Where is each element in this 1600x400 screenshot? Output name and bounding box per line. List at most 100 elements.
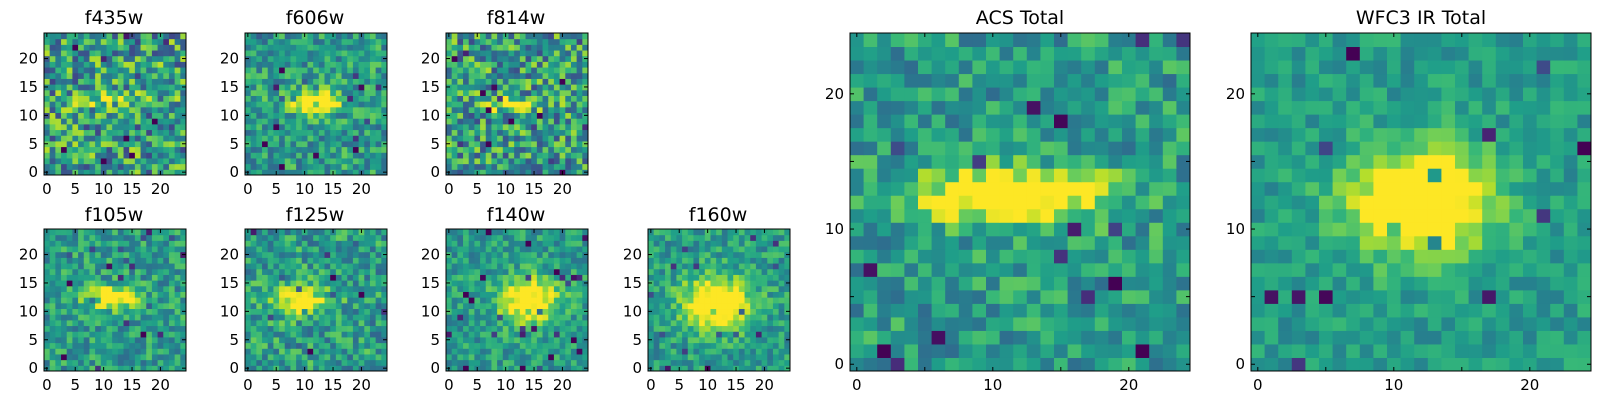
heatmap-cell: [570, 55, 578, 62]
heatmap-cell: [341, 129, 348, 136]
heatmap-cell: [514, 38, 521, 45]
heatmap-cell: [66, 50, 73, 57]
heatmap-cell: [369, 251, 377, 258]
heatmap-cell: [134, 123, 142, 131]
heatmap-cell: [542, 78, 549, 85]
heatmap-cell: [290, 365, 297, 372]
heatmap-cell: [100, 146, 107, 153]
heatmap-cell: [559, 140, 566, 148]
heatmap-cell: [877, 343, 892, 358]
heatmap-cell: [72, 240, 79, 247]
heatmap-cell: [89, 229, 96, 236]
heatmap-cell: [704, 308, 711, 315]
heatmap-cell: [250, 331, 257, 338]
heatmap-cell: [553, 263, 561, 270]
heatmap-cell: [267, 135, 274, 142]
heatmap-cell: [945, 343, 960, 358]
heatmap-cell: [89, 118, 96, 125]
heatmap-cell: [850, 249, 865, 264]
heatmap-cell: [151, 263, 159, 270]
heatmap-cell: [89, 285, 96, 292]
heatmap-cell: [1108, 208, 1123, 223]
heatmap-cell: [112, 291, 119, 298]
heatmap-cell: [89, 274, 96, 281]
heatmap-cell: [508, 163, 515, 170]
heatmap-cell: [704, 234, 711, 241]
heatmap-cell: [542, 297, 549, 304]
heatmap-cell: [676, 246, 683, 253]
heatmap-cell: [497, 89, 504, 96]
heatmap-cell: [267, 112, 274, 119]
heatmap-cell: [576, 95, 583, 102]
heatmap-cell: [570, 302, 578, 310]
heatmap-cell: [542, 268, 549, 275]
heatmap-cell: [279, 336, 286, 344]
heatmap-cell: [267, 342, 274, 349]
heatmap-cell: [877, 235, 892, 250]
heatmap-cell: [784, 342, 791, 349]
heatmap-cell: [670, 314, 677, 321]
heatmap-cell: [519, 297, 527, 304]
heatmap-cell: [565, 55, 572, 62]
heatmap-cell: [279, 106, 286, 114]
heatmap-cell: [1122, 208, 1137, 223]
heatmap-cell: [497, 135, 504, 142]
heatmap-cell: [55, 297, 62, 304]
heatmap-cell: [536, 291, 544, 298]
heatmap-cell: [267, 33, 274, 40]
heatmap-cell: [451, 291, 458, 298]
heatmap-cell: [256, 33, 263, 40]
heatmap-cell: [174, 257, 181, 264]
heatmap-cell: [508, 274, 515, 281]
heatmap-cell: [531, 274, 538, 281]
heatmap-cell: [553, 112, 561, 119]
heatmap-cell: [778, 319, 785, 327]
heatmap-cell: [502, 50, 509, 57]
heatmap-cell: [474, 336, 481, 344]
heatmap-cell: [508, 152, 515, 159]
heatmap-cell: [474, 50, 481, 57]
heatmap-cell: [553, 234, 561, 241]
heatmap-cell: [151, 50, 159, 57]
heatmap-cell: [129, 274, 136, 281]
heatmap-cell: [519, 319, 527, 327]
heatmap-cell: [536, 314, 544, 321]
heatmap-cell: [324, 140, 331, 148]
heatmap-cell: [480, 72, 487, 79]
heatmap-cell: [375, 140, 382, 148]
heatmap-cell: [273, 146, 280, 153]
heatmap-cell: [653, 336, 660, 344]
heatmap-cell: [112, 314, 119, 321]
heatmap-cell: [648, 302, 655, 310]
heatmap-cell: [727, 336, 734, 344]
heatmap-cell: [100, 342, 107, 349]
heatmap-cell: [313, 359, 320, 366]
heatmap-cell: [123, 169, 130, 176]
heatmap-cell: [352, 55, 360, 62]
heatmap-cell: [364, 285, 371, 292]
heatmap-cell: [750, 246, 757, 253]
heatmap-cell: [313, 118, 320, 125]
heatmap-cell: [1040, 330, 1055, 345]
heatmap-cell: [267, 274, 274, 281]
heatmap-cell: [245, 129, 252, 136]
heatmap-cell: [83, 163, 90, 170]
x-tick-label: 10: [94, 376, 113, 394]
heatmap-cell: [95, 152, 102, 159]
heatmap-cell: [1094, 208, 1109, 223]
heatmap-cell: [744, 257, 751, 264]
heatmap-cell: [123, 44, 130, 51]
heatmap-cell: [49, 291, 56, 298]
heatmap-cell: [744, 302, 751, 310]
heatmap-cell: [369, 359, 377, 366]
heatmap-cell: [307, 348, 314, 355]
heatmap-cell: [262, 157, 269, 165]
heatmap-cell: [117, 78, 125, 85]
heatmap-cell: [330, 246, 337, 253]
heatmap-cell: [284, 268, 291, 275]
heatmap-cell: [508, 353, 515, 361]
heatmap-cell: [850, 343, 865, 358]
heatmap-cell: [284, 95, 291, 102]
heatmap-cell: [66, 274, 73, 281]
heatmap-cell: [324, 336, 331, 344]
